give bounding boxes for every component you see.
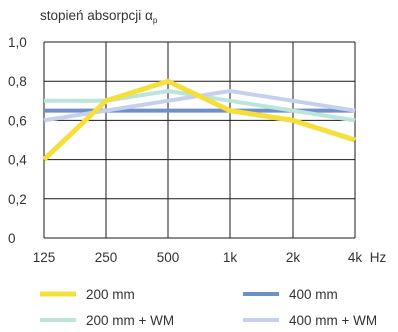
legend: 200 mm 400 mm 200 mm + WM 400 mm + WM <box>40 287 377 328</box>
y-tick-label: 0 <box>8 231 16 246</box>
y-axis-title: stopień absorpcji αp <box>40 8 158 25</box>
y-tick-label: 0,4 <box>8 153 27 168</box>
series-line-200-mm <box>42 78 356 162</box>
legend-label-200-mm: 200 mm <box>86 287 135 302</box>
y-tick-label: 0,6 <box>8 113 27 128</box>
y-tick-label: 1,0 <box>8 35 27 50</box>
legend-label-400-mm: 400 mm <box>289 287 338 302</box>
x-tick-label: 2k <box>286 250 301 265</box>
legend-label-400-mm-wm: 400 mm + WM <box>289 313 377 328</box>
grid <box>43 41 356 239</box>
x-tick-label: 1k <box>223 250 238 265</box>
x-tick-label: 250 <box>95 250 118 265</box>
y-tick-labels: 0 0,2 0,4 0,6 0,8 1,0 <box>8 35 27 246</box>
x-tick-label: 4k <box>348 250 363 265</box>
x-tick-labels: 125 250 500 1k 2k 4k <box>33 250 363 265</box>
legend-label-200-mm-wm: 200 mm + WM <box>86 313 174 328</box>
y-tick-label: 0,8 <box>8 74 27 89</box>
x-tick-label: 500 <box>157 250 180 265</box>
x-axis-unit: Hz <box>370 250 387 265</box>
x-tick-label: 125 <box>33 250 56 265</box>
y-tick-label: 0,2 <box>8 192 27 207</box>
series-lines <box>42 78 356 162</box>
